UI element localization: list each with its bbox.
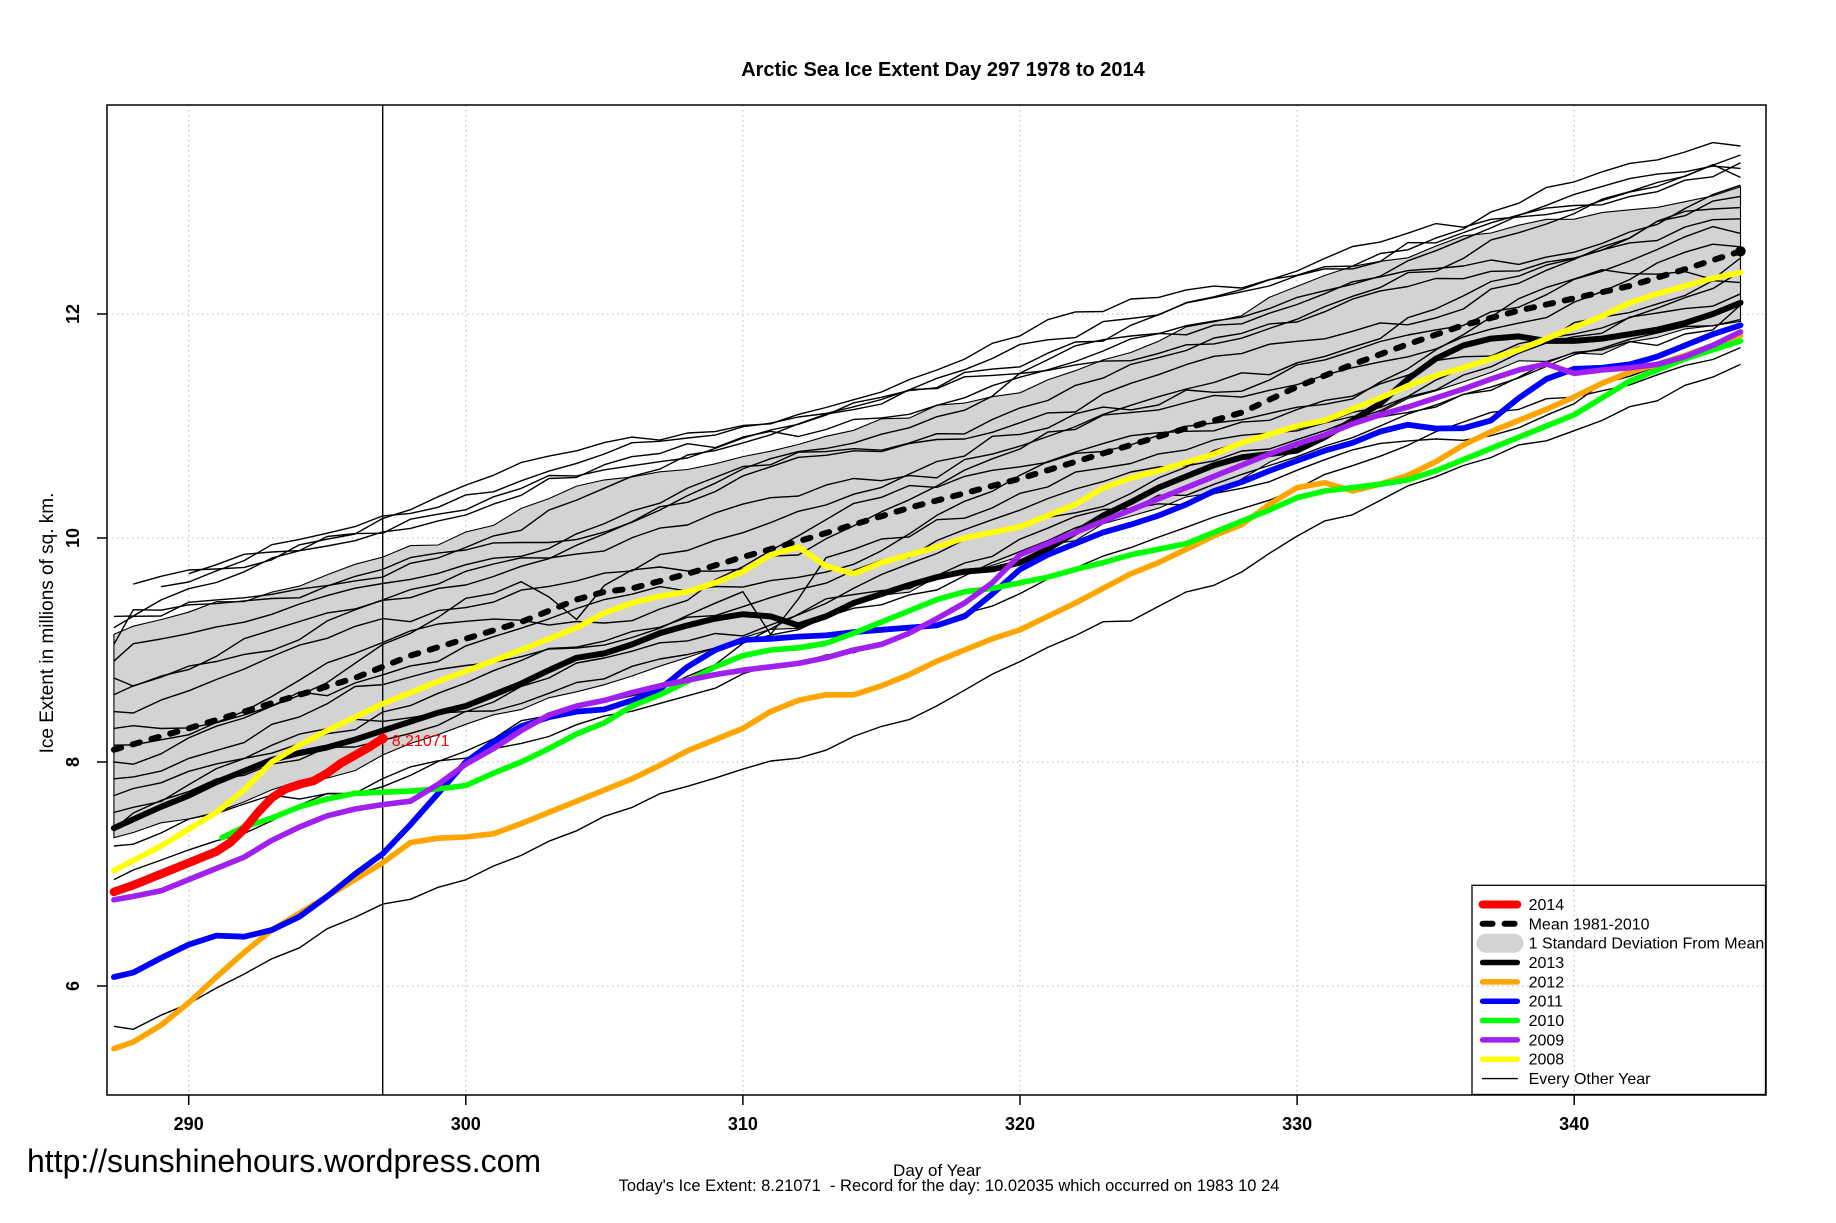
svg-text:Every Other Year: Every Other Year xyxy=(1529,1071,1652,1088)
svg-text:2010: 2010 xyxy=(1529,1013,1565,1030)
svg-text:10: 10 xyxy=(63,528,83,548)
svg-text:12: 12 xyxy=(63,304,83,324)
svg-text:300: 300 xyxy=(451,1114,481,1134)
svg-text:8.21071: 8.21071 xyxy=(392,733,450,750)
svg-text:2012: 2012 xyxy=(1529,974,1565,991)
svg-text:1 Standard Deviation From Mean: 1 Standard Deviation From Mean xyxy=(1529,936,1765,953)
svg-text:2014: 2014 xyxy=(1529,897,1565,914)
svg-text:340: 340 xyxy=(1559,1114,1589,1134)
svg-text:2009: 2009 xyxy=(1529,1032,1565,1049)
svg-text:Day of Year: Day of Year xyxy=(893,1161,981,1180)
svg-text:2013: 2013 xyxy=(1529,955,1565,972)
svg-text:6: 6 xyxy=(63,981,83,991)
svg-text:Arctic Sea Ice Extent Day 297: Arctic Sea Ice Extent Day 297 1978 to 20… xyxy=(741,59,1145,81)
svg-text:http://sunshinehours.wordpress: http://sunshinehours.wordpress.com xyxy=(27,1143,541,1179)
svg-text:Ice Extent in millions of sq.: Ice Extent in millions of sq. km. xyxy=(37,493,58,754)
svg-text:8: 8 xyxy=(63,757,83,767)
svg-text:330: 330 xyxy=(1282,1114,1312,1134)
svg-text:Today's Ice Extent: 8.21071 -: Today's Ice Extent: 8.21071 - Record for… xyxy=(619,1177,1280,1195)
svg-text:290: 290 xyxy=(174,1114,204,1134)
svg-text:310: 310 xyxy=(728,1114,758,1134)
svg-text:2008: 2008 xyxy=(1529,1052,1565,1069)
svg-text:320: 320 xyxy=(1005,1114,1035,1134)
svg-text:Mean 1981-2010: Mean 1981-2010 xyxy=(1529,916,1650,933)
svg-text:2011: 2011 xyxy=(1529,994,1564,1011)
